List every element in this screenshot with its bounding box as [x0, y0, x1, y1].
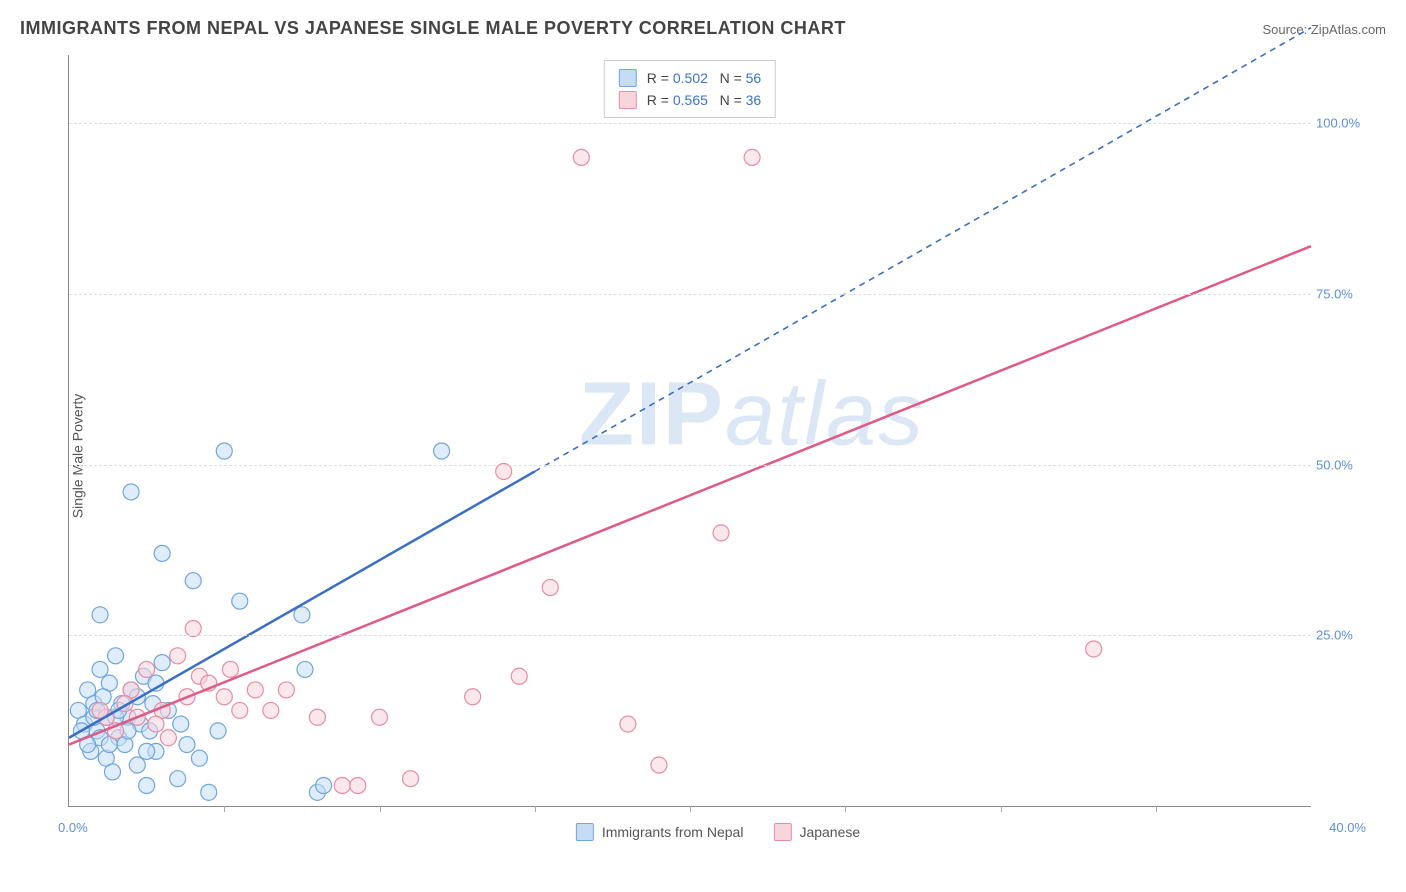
- data-point-nepal: [297, 661, 313, 677]
- legend-stats: R = 0.502 N = 56: [647, 70, 761, 86]
- x-tick: [1156, 806, 1157, 812]
- legend-swatch: [619, 91, 637, 109]
- data-point-nepal: [179, 737, 195, 753]
- gridline-h: [69, 294, 1311, 295]
- data-point-japanese: [620, 716, 636, 732]
- legend-bottom-item-japanese: Japanese: [773, 823, 860, 841]
- legend-label: Japanese: [799, 824, 860, 840]
- legend-top-row-japanese: R = 0.565 N = 36: [619, 89, 761, 111]
- data-point-nepal: [92, 661, 108, 677]
- legend-bottom-item-nepal: Immigrants from Nepal: [576, 823, 744, 841]
- data-point-japanese: [139, 661, 155, 677]
- x-origin-label: 0.0%: [58, 820, 88, 835]
- data-point-nepal: [139, 778, 155, 794]
- x-tick: [690, 806, 691, 812]
- data-point-nepal: [170, 771, 186, 787]
- data-point-japanese: [334, 778, 350, 794]
- data-point-japanese: [232, 702, 248, 718]
- data-point-japanese: [148, 716, 164, 732]
- data-point-japanese: [403, 771, 419, 787]
- regression-line-japanese: [69, 246, 1311, 744]
- data-point-japanese: [372, 709, 388, 725]
- x-tick: [845, 806, 846, 812]
- data-point-japanese: [160, 730, 176, 746]
- x-tick: [224, 806, 225, 812]
- gridline-h: [69, 635, 1311, 636]
- chart-title: IMMIGRANTS FROM NEPAL VS JAPANESE SINGLE…: [20, 18, 846, 39]
- data-point-nepal: [232, 593, 248, 609]
- data-point-japanese: [744, 149, 760, 165]
- data-point-nepal: [139, 743, 155, 759]
- data-point-japanese: [573, 149, 589, 165]
- x-tick: [380, 806, 381, 812]
- y-tick-label: 50.0%: [1316, 457, 1371, 472]
- data-point-nepal: [216, 443, 232, 459]
- data-point-japanese: [278, 682, 294, 698]
- data-point-nepal: [154, 545, 170, 561]
- chart-container: Single Male Poverty ZIPatlas R = 0.502 N…: [50, 55, 1386, 857]
- data-point-japanese: [309, 709, 325, 725]
- y-tick-label: 25.0%: [1316, 628, 1371, 643]
- legend-swatch: [619, 69, 637, 87]
- data-point-japanese: [170, 648, 186, 664]
- data-point-nepal: [104, 764, 120, 780]
- data-point-nepal: [201, 784, 217, 800]
- y-tick-label: 75.0%: [1316, 286, 1371, 301]
- data-point-japanese: [263, 702, 279, 718]
- legend-stats: R = 0.565 N = 36: [647, 92, 761, 108]
- legend-label: Immigrants from Nepal: [602, 824, 744, 840]
- data-point-nepal: [123, 484, 139, 500]
- plot-svg: [69, 55, 1311, 806]
- x-tick: [535, 806, 536, 812]
- data-point-nepal: [185, 573, 201, 589]
- legend-bottom: Immigrants from Nepal Japanese: [576, 823, 860, 841]
- data-point-japanese: [651, 757, 667, 773]
- data-point-japanese: [713, 525, 729, 541]
- data-point-japanese: [216, 689, 232, 705]
- gridline-h: [69, 465, 1311, 466]
- data-point-japanese: [1086, 641, 1102, 657]
- y-tick-label: 100.0%: [1316, 116, 1371, 131]
- x-tick: [1001, 806, 1002, 812]
- legend-swatch: [773, 823, 791, 841]
- legend-top-row-nepal: R = 0.502 N = 56: [619, 67, 761, 89]
- legend-swatch: [576, 823, 594, 841]
- data-point-japanese: [542, 580, 558, 596]
- data-point-nepal: [191, 750, 207, 766]
- data-point-japanese: [222, 661, 238, 677]
- data-point-nepal: [92, 607, 108, 623]
- plot-area: ZIPatlas R = 0.502 N = 56R = 0.565 N = 3…: [68, 55, 1311, 807]
- x-max-label: 40.0%: [1329, 820, 1366, 835]
- data-point-nepal: [210, 723, 226, 739]
- data-point-nepal: [316, 778, 332, 794]
- data-point-japanese: [350, 778, 366, 794]
- legend-top: R = 0.502 N = 56 R = 0.565 N = 36: [604, 60, 776, 118]
- data-point-nepal: [154, 655, 170, 671]
- data-point-nepal: [173, 716, 189, 732]
- data-point-japanese: [511, 668, 527, 684]
- source-label: Source: ZipAtlas.com: [1262, 22, 1386, 37]
- data-point-nepal: [108, 648, 124, 664]
- gridline-h: [69, 123, 1311, 124]
- data-point-japanese: [247, 682, 263, 698]
- data-point-japanese: [185, 620, 201, 636]
- data-point-nepal: [434, 443, 450, 459]
- data-point-nepal: [129, 757, 145, 773]
- data-point-japanese: [496, 463, 512, 479]
- data-point-japanese: [465, 689, 481, 705]
